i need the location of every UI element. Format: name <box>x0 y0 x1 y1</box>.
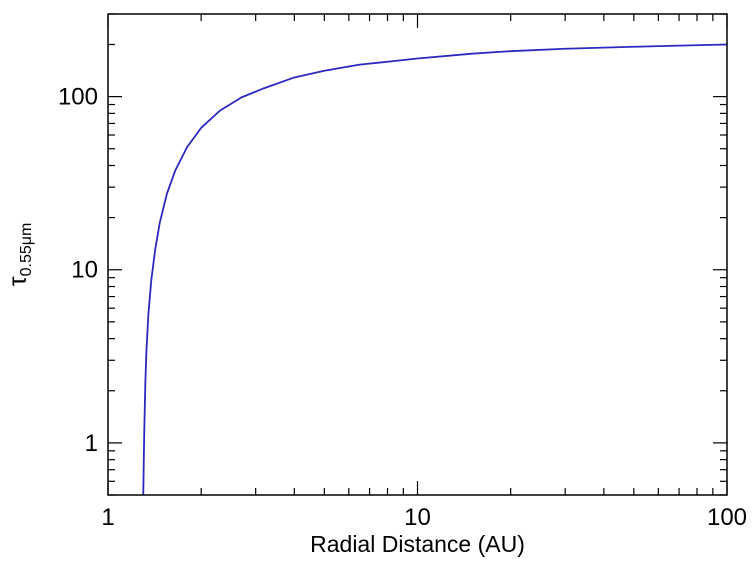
y-axis-title-symbol: τ <box>4 276 32 286</box>
y-tick-label: 100 <box>58 84 98 111</box>
x-axis-title: Radial Distance (AU) <box>310 531 525 557</box>
series-layer <box>142 43 728 496</box>
y-tick-label: 1 <box>85 430 98 457</box>
ticks-layer <box>107 13 728 496</box>
x-tick-label: 1 <box>101 504 114 531</box>
tick-labels-layer: 1 10 100 1 10 100 <box>58 84 747 531</box>
y-tick-label: 10 <box>71 257 98 284</box>
series-line <box>142 43 728 496</box>
x-tick-label: 100 <box>707 504 747 531</box>
x-tick-label: 10 <box>404 504 431 531</box>
y-axis-title: τ0.55μm <box>4 223 35 287</box>
plot-frame <box>107 13 728 496</box>
y-axis-title-subscript: 0.55μm <box>18 223 35 277</box>
